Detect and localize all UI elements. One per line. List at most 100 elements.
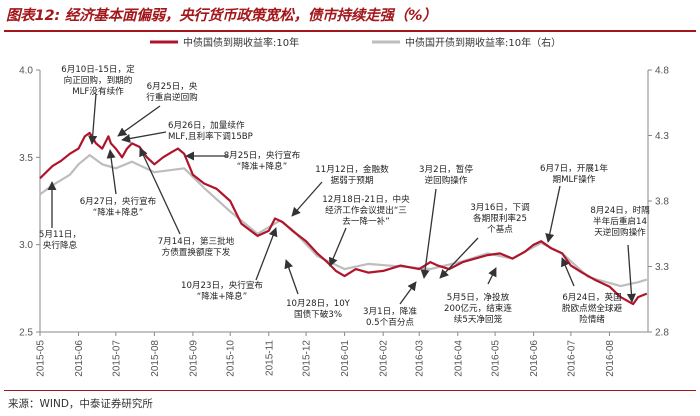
annotation: 5月11日，央行降息 xyxy=(39,181,81,251)
annotation-label: 3月2日，暂停逆回购操作 xyxy=(419,163,473,186)
chart-title: 图表12: 经济基本面偏弱，央行货币政策宽松，债市持续走强（%） xyxy=(6,8,437,24)
annotation-label-line: 各期限利率25 xyxy=(473,212,527,224)
annotation-label-line: 10月23日，央行宣布 xyxy=(181,279,263,291)
x-tick-label: 2016-08 xyxy=(605,340,616,377)
annotation-label-line: 6月10日-15日，定 xyxy=(61,63,135,75)
annotation-label-line: 0.5个百分点 xyxy=(366,317,414,328)
annotation-label-line: 去一降一补” xyxy=(342,215,389,227)
series-lines xyxy=(39,131,648,306)
annotation-label: 6月25日，央行重启逆回购 xyxy=(146,80,198,103)
x-tick-label: 2016-02 xyxy=(379,340,390,377)
series-line-gz-10y xyxy=(39,131,648,306)
annotation-label-line: 个基点 xyxy=(487,223,513,235)
annotation-label-line: MLF,且利率下调15BP xyxy=(168,130,253,142)
annotation-label-line: “降准+降息” xyxy=(93,206,143,218)
annotation-label-line: 6月25日，央 xyxy=(147,80,198,92)
annotation: 10月23日，央行宣布“降准+降息” xyxy=(181,227,278,302)
annotation-label-line: 3月1日，降准 xyxy=(363,305,417,317)
annotation-label-line: 6月24日，英国 xyxy=(562,291,621,303)
annotations: 6月10日-15日，定向正回购，到期的 MLF没有续作 6月25日，央行重启逆回购6… xyxy=(39,63,650,328)
annotation: 6月25日，央行重启逆回购 xyxy=(117,80,198,137)
annotation-label-line: 经济工作会议提出“三 xyxy=(325,204,407,216)
annotation-arrow xyxy=(255,227,278,281)
annotation-label-line: 6月26日，加量续作 xyxy=(168,119,245,131)
annotation-label-line: 3月2日，暂停 xyxy=(419,163,473,175)
annotation-label-line: 5月11日， xyxy=(39,229,81,240)
y-left-tick-label: 3.5 xyxy=(19,153,33,164)
annotation: 11月12日，金融数据弱于预期 xyxy=(291,163,389,217)
annotation-label-line: 10月28日，10Y xyxy=(286,298,351,309)
x-tick-label: 2016-07 xyxy=(566,340,577,377)
annotation: 7月14日，第三批地方债置换额度下发 xyxy=(139,147,235,258)
annotation: 6月10日-15日，定向正回购，到期的 MLF没有续作 xyxy=(61,63,135,145)
x-tick-label: 2016-05 xyxy=(491,340,502,377)
y-right-tick-label: 4.8 xyxy=(655,66,669,77)
x-tick-label: 2016-01 xyxy=(340,340,351,377)
annotation-arrow xyxy=(117,105,161,137)
annotation-label: 8月24日，时隔半年后重启14 天逆回购操作 xyxy=(590,204,650,238)
legend-label-gkz-10y: 中债国开债到期收益率:10年（右） xyxy=(405,36,561,49)
y-right-tick-label: 3.3 xyxy=(655,262,669,273)
annotation-label: 10月23日，央行宣布“降准+降息” xyxy=(181,279,263,302)
annotation-label-line: 险情绪 xyxy=(579,313,605,325)
x-tick-label: 2015-12 xyxy=(302,340,313,377)
annotation: 5月5日，净投放 200亿元，结束连续5天净回笼 xyxy=(444,267,512,325)
annotation-label-line: 国债下破3% xyxy=(294,308,342,320)
annotation-arrow xyxy=(626,244,636,303)
annotation-label-line: 5月5日，净投放 xyxy=(447,291,510,303)
legend: 中债国债到期收益率:10年 中债国开债到期收益率:10年（右） xyxy=(150,36,561,49)
x-tick-label: 2015-11 xyxy=(264,340,275,376)
annotation-label-line: 据弱于预期 xyxy=(331,174,374,186)
annotation-arrow xyxy=(420,188,437,279)
x-tick-label: 2015-06 xyxy=(74,340,85,377)
annotation-label: 6月26日，加量续作 MLF,且利率下调15BP xyxy=(168,119,253,142)
annotation-label-line: 向正回购，到期的 xyxy=(64,74,133,86)
annotation-label: 12月18日-21日，中央经济工作会议提出“三去一降一补” xyxy=(322,193,410,227)
annotation: 12月18日-21日，中央经济工作会议提出“三去一降一补” xyxy=(322,193,410,267)
annotation-label-line: 6月27日，央行宣布 xyxy=(80,195,157,207)
annotation-label-line: 行重启逆回购 xyxy=(146,91,198,103)
annotation-arrow xyxy=(487,267,497,285)
annotation: 6月27日，央行宣布“降准+降息” xyxy=(80,149,157,218)
annotation-label: 6月10日-15日，定向正回购，到期的 MLF没有续作 xyxy=(61,63,135,97)
x-tick-label: 2015-05 xyxy=(36,340,47,377)
annotation-label: 10月28日，10Y 国债下破3% xyxy=(286,298,351,320)
annotation-arrow xyxy=(121,131,167,144)
legend-label-gz-10y: 中债国债到期收益率:10年 xyxy=(183,36,299,49)
annotation-arrow xyxy=(106,149,117,195)
footer-divider xyxy=(4,390,696,391)
annotation-arrow xyxy=(399,281,417,305)
source-note: 来源：WIND，中泰证券研究所 xyxy=(8,398,153,410)
annotation-label: 11月12日，金融数据弱于预期 xyxy=(315,163,389,186)
annotation-arrow xyxy=(88,93,98,145)
annotation-label-line: MLF没有续作 xyxy=(72,85,124,97)
annotation-label: 5月5日，净投放 200亿元，结束连续5天净回笼 xyxy=(444,291,512,325)
annotation-arrow xyxy=(561,257,575,287)
y-right-tick-label: 3.8 xyxy=(655,197,669,208)
annotation: 3月2日，暂停逆回购操作 xyxy=(419,163,473,279)
x-tick-label: 2015-07 xyxy=(111,340,122,377)
annotation-arrow xyxy=(439,237,479,279)
x-tick-label: 2015-10 xyxy=(226,340,237,377)
annotation-label-line: 续5天净回笼 xyxy=(454,313,503,325)
annotation-label-line: 12月18日-21日，中央 xyxy=(322,193,410,205)
annotation-label-line: 11月12日，金融数 xyxy=(315,163,389,175)
annotation: 6月26日，加量续作 MLF,且利率下调15BP xyxy=(121,119,253,144)
annotation-label: 6月27日，央行宣布“降准+降息” xyxy=(80,195,157,218)
annotation-label-line: 方债置换额度下发 xyxy=(162,246,231,258)
annotation-arrow xyxy=(284,259,299,295)
annotation-label: 3月1日，降准 0.5个百分点 xyxy=(363,305,417,328)
annotation-arrow xyxy=(545,185,561,243)
annotation-label-line: 期MLF操作 xyxy=(553,173,596,185)
x-tick-label: 2015-08 xyxy=(150,340,161,377)
annotation-label-line: 天逆回购操作 xyxy=(594,226,646,238)
annotation-label-line: 央行降息 xyxy=(43,239,78,251)
annotation: 10月28日，10Y 国债下破3% xyxy=(284,259,351,320)
annotation-label-line: 半年后重启14 xyxy=(593,215,647,227)
annotation-label: 6月24日，英国脱欧点燃全球避险情绪 xyxy=(562,291,623,325)
annotation-label-line: 8月25日，央行宣布 xyxy=(224,149,301,161)
annotation-label-line: 逆回购操作 xyxy=(425,174,468,186)
x-tick-label: 2016-06 xyxy=(529,340,540,377)
annotation-label: 8月25日，央行宣布“降准+降息” xyxy=(224,149,301,172)
y-left-tick-label: 3.0 xyxy=(19,240,33,251)
